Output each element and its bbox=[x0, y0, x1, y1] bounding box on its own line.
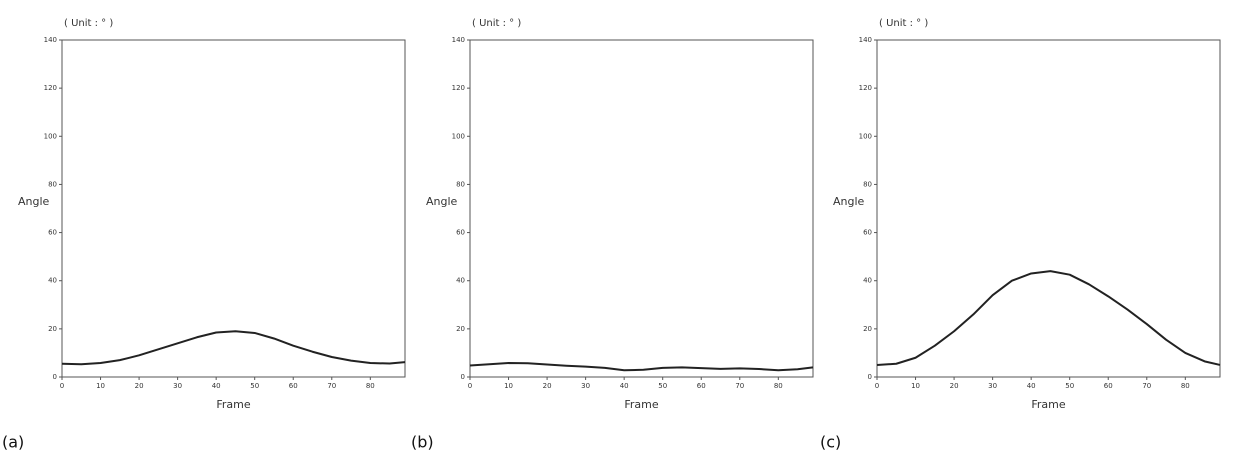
y-tick-label: 120 bbox=[859, 84, 872, 92]
panel-label: (b) bbox=[411, 433, 434, 452]
x-tick-label: 40 bbox=[212, 382, 221, 390]
y-tick-label: 0 bbox=[53, 373, 57, 381]
y-tick-label: 0 bbox=[868, 373, 872, 381]
y-tick-label: 120 bbox=[452, 84, 465, 92]
data-line bbox=[876, 270, 1221, 366]
x-tick-label: 60 bbox=[1104, 382, 1113, 390]
plot-frame bbox=[469, 39, 814, 378]
y-tick-label: 40 bbox=[456, 277, 465, 285]
x-tick-label: 70 bbox=[1142, 382, 1151, 390]
y-axis-label: Angle bbox=[426, 195, 458, 208]
y-tick-label: 20 bbox=[456, 325, 465, 333]
x-tick-label: 20 bbox=[950, 382, 959, 390]
panel-label: (c) bbox=[820, 433, 841, 452]
x-tick-label: 20 bbox=[135, 382, 144, 390]
x-tick-label: 0 bbox=[468, 382, 472, 390]
x-tick-label: 60 bbox=[289, 382, 298, 390]
x-axis-label: Frame bbox=[624, 398, 659, 411]
y-tick-label: 0 bbox=[461, 373, 465, 381]
x-tick-label: 80 bbox=[1181, 382, 1190, 390]
y-tick-label: 40 bbox=[863, 277, 872, 285]
y-tick-label: 100 bbox=[859, 132, 872, 140]
y-tick-label: 20 bbox=[863, 325, 872, 333]
x-tick-label: 0 bbox=[875, 382, 879, 390]
y-tick-label: 120 bbox=[44, 84, 57, 92]
y-tick-label: 140 bbox=[452, 36, 465, 44]
x-tick-label: 80 bbox=[366, 382, 375, 390]
x-tick-label: 60 bbox=[697, 382, 706, 390]
unit-label: ( Unit : ° ) bbox=[64, 18, 113, 29]
y-tick-label: 100 bbox=[44, 132, 57, 140]
unit-label: ( Unit : ° ) bbox=[472, 18, 521, 29]
x-tick-label: 40 bbox=[620, 382, 629, 390]
panel-label: (a) bbox=[2, 433, 24, 452]
x-tick-label: 10 bbox=[911, 382, 920, 390]
x-tick-label: 0 bbox=[60, 382, 64, 390]
data-line bbox=[61, 330, 406, 366]
x-axis-label: Frame bbox=[1031, 398, 1066, 411]
plot-frame bbox=[876, 39, 1221, 378]
x-tick-label: 70 bbox=[327, 382, 336, 390]
y-tick-label: 60 bbox=[456, 229, 465, 237]
data-line bbox=[469, 362, 814, 372]
x-axis-label: Frame bbox=[216, 398, 251, 411]
y-tick-label: 140 bbox=[44, 36, 57, 44]
x-tick-label: 80 bbox=[774, 382, 783, 390]
y-tick-label: 60 bbox=[863, 229, 872, 237]
x-tick-label: 30 bbox=[581, 382, 590, 390]
x-tick-label: 40 bbox=[1027, 382, 1036, 390]
y-tick-label: 40 bbox=[48, 277, 57, 285]
y-tick-label: 60 bbox=[48, 229, 57, 237]
y-tick-label: 100 bbox=[452, 132, 465, 140]
y-tick-label: 80 bbox=[456, 180, 465, 188]
x-tick-label: 30 bbox=[988, 382, 997, 390]
x-tick-label: 10 bbox=[96, 382, 105, 390]
y-tick-label: 20 bbox=[48, 325, 57, 333]
x-tick-label: 50 bbox=[1065, 382, 1074, 390]
y-tick-label: 80 bbox=[48, 180, 57, 188]
x-tick-label: 10 bbox=[504, 382, 513, 390]
x-tick-label: 70 bbox=[735, 382, 744, 390]
plot-frame bbox=[61, 39, 406, 378]
x-tick-label: 50 bbox=[658, 382, 667, 390]
y-axis-label: Angle bbox=[18, 195, 50, 208]
unit-label: ( Unit : ° ) bbox=[879, 18, 928, 29]
x-tick-label: 50 bbox=[250, 382, 259, 390]
y-tick-label: 80 bbox=[863, 180, 872, 188]
y-tick-label: 140 bbox=[859, 36, 872, 44]
x-tick-label: 20 bbox=[543, 382, 552, 390]
y-axis-label: Angle bbox=[833, 195, 865, 208]
x-tick-label: 30 bbox=[173, 382, 182, 390]
